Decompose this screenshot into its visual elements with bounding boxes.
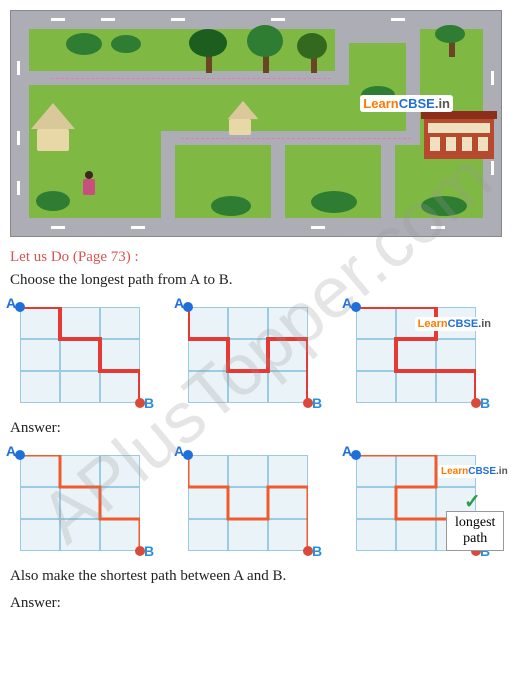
grid-item: AB (178, 447, 328, 562)
child-icon (83, 171, 95, 199)
answer-grids: ABABAB✓LearnCBSE.inlongest path (10, 447, 522, 562)
point-a (351, 302, 361, 312)
section-title: Let us Do (Page 73) : (10, 249, 522, 266)
question-grids: ABABABLearnCBSE.in (10, 299, 522, 414)
point-a (183, 450, 193, 460)
map-figure: LearnCBSE.in (10, 10, 502, 237)
label-b: B (144, 395, 154, 411)
label-a: A (174, 443, 184, 459)
grid-item: ABLearnCBSE.in (346, 299, 496, 414)
followup-text: Also make the shortest path between A an… (10, 568, 522, 585)
brand-badge: LearnCBSE.in (415, 317, 494, 331)
answer-label-2: Answer: (10, 595, 522, 612)
longest-path-label: longest path (446, 511, 504, 551)
grid-item: AB (10, 299, 160, 414)
label-a: A (342, 295, 352, 311)
point-a (15, 302, 25, 312)
point-a (351, 450, 361, 460)
grid-item: AB (10, 447, 160, 562)
brand-badge: LearnCBSE.in (438, 465, 511, 478)
label-b: B (312, 395, 322, 411)
grid-item: AB✓LearnCBSE.inlongest path (346, 447, 496, 562)
label-b: B (144, 543, 154, 559)
label-a: A (342, 443, 352, 459)
label-a: A (6, 443, 16, 459)
label-a: A (174, 295, 184, 311)
point-a (15, 450, 25, 460)
question-text: Choose the longest path from A to B. (10, 272, 522, 289)
answer-label: Answer: (10, 420, 522, 437)
label-b: B (312, 543, 322, 559)
label-a: A (6, 295, 16, 311)
point-a (183, 302, 193, 312)
grid-item: AB (178, 299, 328, 414)
label-b: B (480, 395, 490, 411)
brand-badge: LearnCBSE.in (360, 95, 453, 112)
